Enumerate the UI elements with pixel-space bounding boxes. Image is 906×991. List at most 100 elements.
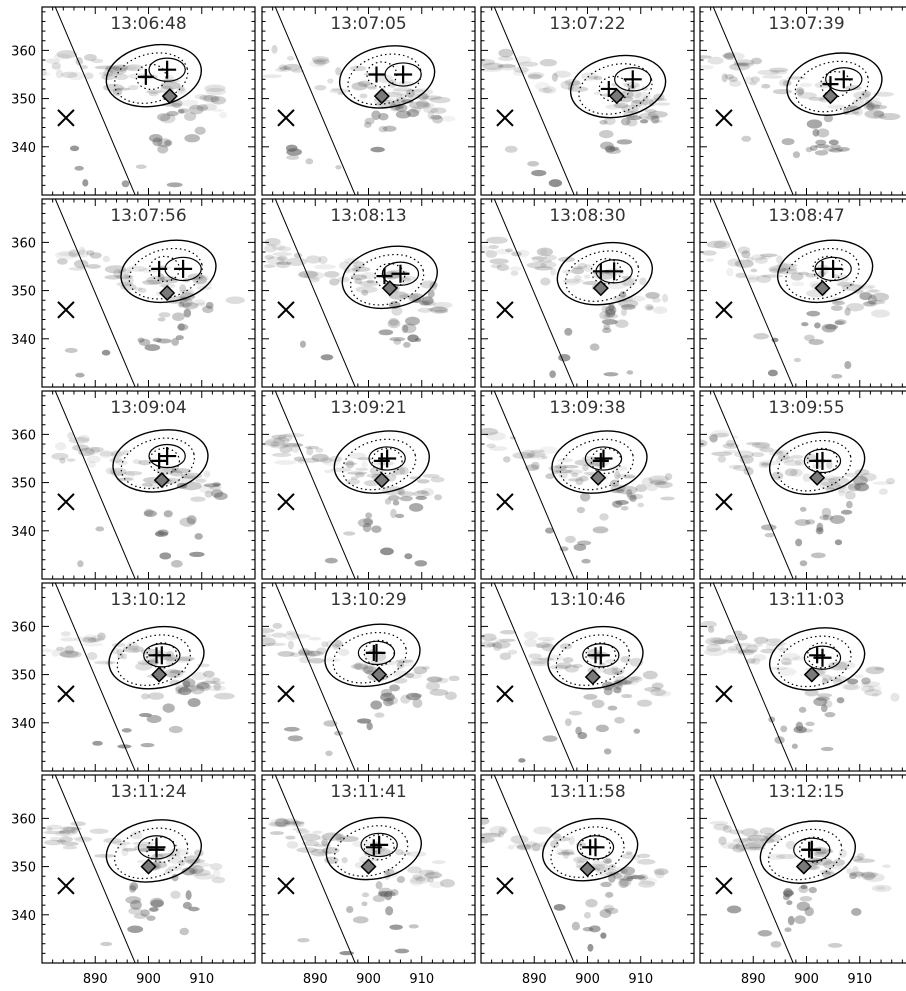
- emission-blob: [497, 64, 516, 68]
- emission-blob: [879, 112, 901, 121]
- emission-blob: [662, 293, 669, 303]
- emission-blob: [188, 865, 204, 875]
- emission-blob: [527, 160, 539, 167]
- emission-blob: [626, 89, 642, 99]
- emission-blob: [539, 58, 558, 67]
- emission-blob: [400, 851, 411, 856]
- dotted-contour: [559, 438, 634, 491]
- emission-blob: [89, 828, 109, 834]
- emission-blob: [605, 148, 621, 154]
- emission-blob: [614, 716, 625, 724]
- emission-blob: [55, 69, 64, 79]
- emission-blob: [573, 543, 587, 551]
- emission-blob: [352, 840, 373, 848]
- emission-blob: [741, 250, 751, 259]
- emission-blob: [603, 323, 611, 330]
- emission-blob: [613, 678, 634, 685]
- emission-blob: [572, 663, 583, 669]
- emission-blob: [355, 285, 378, 294]
- x-tick-label: 910: [847, 972, 872, 987]
- emission-blob: [61, 841, 79, 846]
- emission-blob: [141, 693, 150, 700]
- emission-blob: [613, 874, 633, 881]
- emission-blob: [568, 478, 581, 482]
- emission-blob: [194, 281, 213, 287]
- emission-blob: [407, 334, 419, 343]
- emission-blob: [395, 849, 404, 856]
- limb-line: [712, 775, 794, 963]
- emission-blob: [402, 323, 417, 334]
- emission-blob: [123, 471, 143, 476]
- emission-blob: [784, 927, 792, 932]
- emission-blob: [851, 855, 864, 862]
- emission-blob: [430, 476, 445, 483]
- emission-blob: [613, 686, 622, 694]
- emission-blob: [144, 344, 161, 351]
- emission-blob: [59, 825, 76, 833]
- emission-blob: [646, 484, 658, 492]
- emission-blob: [821, 678, 829, 685]
- emission-blob: [111, 450, 125, 457]
- emission-blob: [518, 61, 539, 67]
- reference-cross: [715, 877, 733, 895]
- emission-blob: [747, 277, 758, 283]
- y-tick-label: 360: [11, 44, 36, 59]
- emission-blob: [872, 481, 895, 486]
- limb-line: [712, 391, 794, 579]
- emission-blob: [129, 885, 137, 893]
- emission-blob: [640, 99, 651, 106]
- emission-blob: [385, 906, 394, 916]
- emission-blob: [630, 493, 644, 500]
- emission-blob: [603, 748, 612, 755]
- emission-blob: [527, 73, 543, 80]
- emission-blob: [314, 264, 336, 270]
- emission-blob: [354, 278, 362, 285]
- emission-blob: [138, 338, 151, 346]
- emission-blob: [832, 859, 846, 867]
- emission-blob: [712, 639, 734, 644]
- emission-blob: [395, 513, 405, 519]
- emission-blob: [329, 88, 350, 94]
- panel-time-label: 13:10:29: [330, 590, 406, 610]
- emission-blob: [404, 553, 413, 560]
- panel-time-label: 13:08:30: [549, 206, 625, 226]
- emission-blob: [301, 833, 321, 842]
- emission-blob: [615, 500, 629, 505]
- dotted-inner-contour: [806, 447, 838, 475]
- emission-blob: [770, 940, 782, 948]
- emission-blob: [534, 266, 553, 271]
- emission-blob: [176, 86, 187, 95]
- emission-blob: [805, 146, 813, 153]
- emission-blob: [574, 459, 595, 466]
- emission-blob: [724, 52, 735, 60]
- emission-blob: [141, 482, 153, 487]
- emission-blob: [780, 657, 792, 665]
- reference-cross: [57, 109, 75, 127]
- emission-blob: [491, 640, 511, 649]
- emission-blob: [401, 99, 414, 104]
- emission-blob: [828, 675, 849, 682]
- emission-blob: [630, 99, 643, 108]
- emission-blob: [157, 144, 169, 154]
- emission-blob: [184, 134, 200, 143]
- emission-blob: [621, 868, 629, 874]
- emission-blob: [278, 64, 288, 72]
- emission-blob: [518, 758, 526, 763]
- emission-blob: [51, 649, 60, 657]
- emission-blob: [212, 108, 224, 112]
- emission-blob: [427, 877, 434, 883]
- emission-blob: [283, 726, 300, 732]
- panel-frame: [699, 198, 906, 388]
- emission-blob: [706, 240, 727, 249]
- emission-blob: [620, 505, 629, 511]
- emission-blob: [97, 632, 106, 641]
- emission-blob: [100, 941, 113, 947]
- emission-blob: [323, 458, 341, 467]
- emission-blob: [829, 514, 846, 525]
- outer-contour: [325, 816, 423, 881]
- emission-blob: [157, 113, 171, 122]
- emission-blob: [219, 111, 228, 119]
- emission-blob: [172, 312, 185, 322]
- emission-blob: [74, 636, 90, 642]
- emission-blob: [156, 338, 172, 344]
